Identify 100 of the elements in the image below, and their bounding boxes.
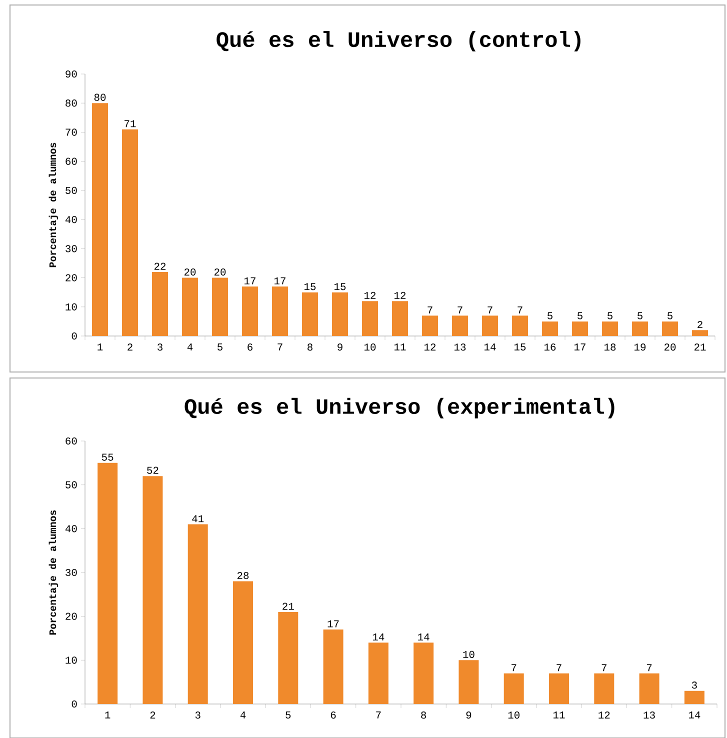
x-tick-label: 11 — [553, 712, 565, 718]
y-tick-label: 40 — [65, 525, 77, 532]
data-label: 20 — [184, 268, 196, 276]
y-tick-label: 50 — [66, 186, 77, 194]
x-tick-label: 7 — [278, 344, 282, 350]
bar — [482, 316, 498, 336]
bar — [512, 316, 528, 336]
data-label: 55 — [102, 454, 114, 461]
data-label: 7 — [488, 306, 492, 314]
y-axis-title: Porcentaje de alumnos — [48, 142, 58, 268]
x-tick-label: 4 — [187, 344, 193, 350]
bar — [278, 612, 298, 704]
bar — [414, 642, 434, 704]
x-tick-label: 15 — [514, 344, 526, 351]
bar — [422, 316, 438, 336]
data-label: 7 — [458, 306, 462, 314]
x-tick-label: 10 — [364, 344, 376, 351]
data-label: 17 — [244, 277, 256, 284]
x-tick-label: 6 — [330, 712, 336, 719]
y-tick-label: 60 — [66, 437, 77, 445]
y-tick-label: 60 — [66, 158, 77, 165]
data-label: 17 — [274, 277, 286, 284]
bar — [632, 321, 648, 336]
bar — [332, 292, 348, 336]
bar — [233, 581, 254, 704]
x-tick-label: 13 — [454, 344, 466, 351]
x-tick-label: 5 — [218, 344, 222, 351]
x-tick-label: 11 — [394, 344, 406, 350]
data-label: 7 — [428, 306, 432, 314]
x-tick-label: 9 — [338, 344, 342, 351]
data-label: 12 — [364, 292, 376, 299]
x-tick-label: 8 — [308, 344, 312, 351]
bar — [362, 301, 378, 336]
data-label: 7 — [512, 664, 516, 672]
y-tick-label: 70 — [66, 128, 77, 136]
y-tick-label: 20 — [66, 274, 77, 282]
x-tick-label: 9 — [466, 712, 472, 719]
bar — [542, 321, 558, 336]
chart-title: Qué es el Universo (experimental) — [184, 398, 614, 418]
x-tick-label: 1 — [105, 712, 110, 718]
bar — [188, 524, 208, 704]
data-label: 21 — [282, 602, 294, 610]
x-tick-label: 5 — [286, 712, 291, 719]
bar — [182, 278, 198, 336]
x-tick-label: 17 — [574, 344, 586, 350]
x-tick-label: 8 — [421, 712, 426, 719]
data-label: 7 — [646, 664, 652, 672]
x-tick-label: 20 — [664, 344, 676, 351]
bar — [572, 321, 588, 336]
x-tick-label: 16 — [544, 344, 556, 351]
data-label: 20 — [214, 268, 226, 276]
y-tick-label: 30 — [66, 568, 77, 576]
data-label: 80 — [94, 94, 106, 101]
x-tick-label: 21 — [694, 344, 706, 351]
data-label: 3 — [692, 682, 697, 689]
data-label: 5 — [608, 312, 612, 320]
bar — [272, 286, 288, 336]
bar — [602, 321, 618, 336]
data-label: 22 — [154, 262, 166, 270]
y-tick-label: 10 — [66, 303, 77, 310]
bar — [302, 292, 318, 336]
data-label: 7 — [518, 306, 522, 314]
bar — [92, 103, 108, 336]
data-label: 10 — [463, 650, 474, 658]
data-label: 5 — [638, 312, 642, 320]
bar — [639, 673, 660, 704]
bar — [323, 629, 344, 704]
bar — [594, 673, 614, 704]
x-tick-label: 13 — [644, 712, 655, 719]
bar — [392, 301, 408, 336]
bar — [142, 476, 163, 704]
data-label: 5 — [548, 312, 552, 320]
chart-title: Qué es el Universo (control) — [216, 30, 580, 52]
bar — [152, 272, 168, 336]
y-tick-label: 30 — [66, 245, 77, 252]
data-label: 17 — [328, 620, 339, 628]
x-tick-label: 3 — [158, 344, 162, 351]
y-tick-label: 40 — [65, 216, 77, 224]
data-label: 7 — [556, 664, 562, 672]
y-tick-label: 0 — [72, 700, 77, 708]
bar — [458, 660, 479, 704]
y-tick-label: 10 — [66, 656, 77, 664]
bar — [549, 673, 570, 704]
data-label: 71 — [124, 120, 136, 128]
bar — [122, 129, 138, 336]
data-label: 7 — [602, 664, 606, 672]
x-tick-label: 18 — [604, 344, 616, 351]
bar — [504, 673, 524, 704]
x-tick-label: 4 — [240, 712, 246, 718]
x-tick-label: 10 — [508, 712, 520, 719]
data-label: 14 — [418, 634, 430, 640]
x-tick-label: 19 — [634, 344, 646, 351]
x-tick-label: 1 — [98, 344, 103, 350]
data-label: 14 — [372, 634, 384, 640]
data-label: 12 — [394, 292, 406, 299]
x-tick-label: 12 — [424, 344, 436, 351]
y-tick-label: 90 — [66, 70, 77, 78]
data-label: 15 — [304, 283, 316, 290]
data-label: 2 — [698, 320, 702, 328]
y-tick-label: 20 — [66, 612, 77, 620]
